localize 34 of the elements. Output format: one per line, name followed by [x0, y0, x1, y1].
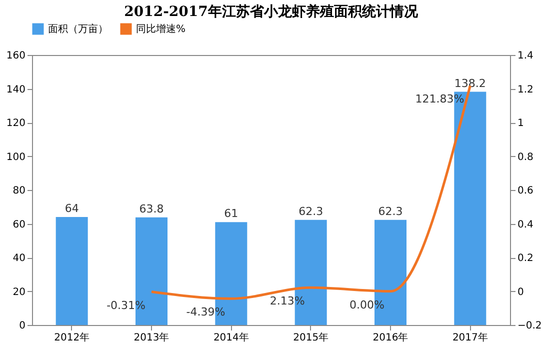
- x-tick-label: 2014年: [213, 332, 249, 344]
- y2-tick-label: 1.4: [518, 50, 534, 62]
- x-tick-label: 2016年: [372, 332, 408, 344]
- y-tick-label: 20: [12, 286, 26, 298]
- y2-tick-label: 0.6: [518, 186, 534, 196]
- x-tick-label: 2012年: [54, 332, 90, 344]
- data-label: 63.8: [139, 202, 164, 216]
- data-label: 62.3: [298, 204, 324, 218]
- chart-title: 2012-2017年江苏省小龙虾养殖面积统计情况: [124, 3, 419, 20]
- data-label: 61: [224, 207, 238, 220]
- y-tick-label: 160: [6, 50, 26, 62]
- y-tick-label: 40: [12, 253, 26, 264]
- data-label: 138.2: [454, 76, 486, 90]
- data-label: 62.3: [378, 204, 403, 218]
- bar: [56, 217, 88, 325]
- legend-label: 面积（万亩）: [48, 23, 108, 35]
- data-label: 64: [64, 202, 79, 215]
- x-tick-label: 2015年: [293, 332, 329, 344]
- x-tick-label: 2017年: [452, 332, 488, 344]
- y-tick-label: 80: [12, 186, 26, 196]
- y2-tick-label: 0: [518, 286, 524, 298]
- y-tick-label: 60: [12, 219, 26, 230]
- y2-tick-label: 0.8: [518, 152, 534, 163]
- y-tick-label: 120: [6, 118, 26, 129]
- y2-tick-label: 0.4: [518, 219, 534, 230]
- y2-tick-label: −0.2: [518, 320, 542, 332]
- x-tick-label: 2013年: [134, 332, 170, 344]
- legend-label: 同比增速%: [136, 23, 186, 35]
- y-tick-label: 100: [6, 152, 26, 163]
- y2-tick-label: 0.2: [518, 253, 534, 264]
- y-tick-label: 140: [6, 84, 26, 96]
- y2-tick-label: 1.2: [518, 84, 534, 96]
- y2-tick-label: 1: [518, 118, 524, 129]
- y-tick-label: 0: [19, 320, 26, 332]
